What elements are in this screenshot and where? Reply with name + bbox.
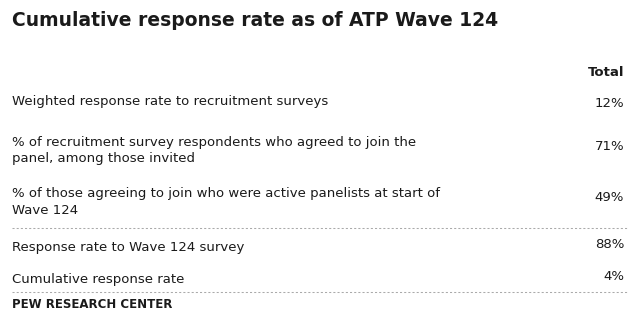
Text: Total: Total	[588, 66, 624, 79]
Text: Cumulative response rate: Cumulative response rate	[12, 273, 184, 286]
Text: 49%: 49%	[595, 191, 624, 203]
Text: 4%: 4%	[603, 270, 624, 283]
Text: Response rate to Wave 124 survey: Response rate to Wave 124 survey	[12, 241, 244, 254]
Text: Weighted response rate to recruitment surveys: Weighted response rate to recruitment su…	[12, 95, 328, 108]
Text: Cumulative response rate as of ATP Wave 124: Cumulative response rate as of ATP Wave …	[12, 11, 498, 30]
Text: % of those agreeing to join who were active panelists at start of
Wave 124: % of those agreeing to join who were act…	[12, 187, 440, 217]
Text: 71%: 71%	[595, 141, 624, 153]
Text: PEW RESEARCH CENTER: PEW RESEARCH CENTER	[12, 298, 172, 311]
Text: % of recruitment survey respondents who agreed to join the
panel, among those in: % of recruitment survey respondents who …	[12, 136, 415, 165]
Text: 88%: 88%	[595, 238, 624, 251]
Text: 12%: 12%	[595, 97, 624, 110]
